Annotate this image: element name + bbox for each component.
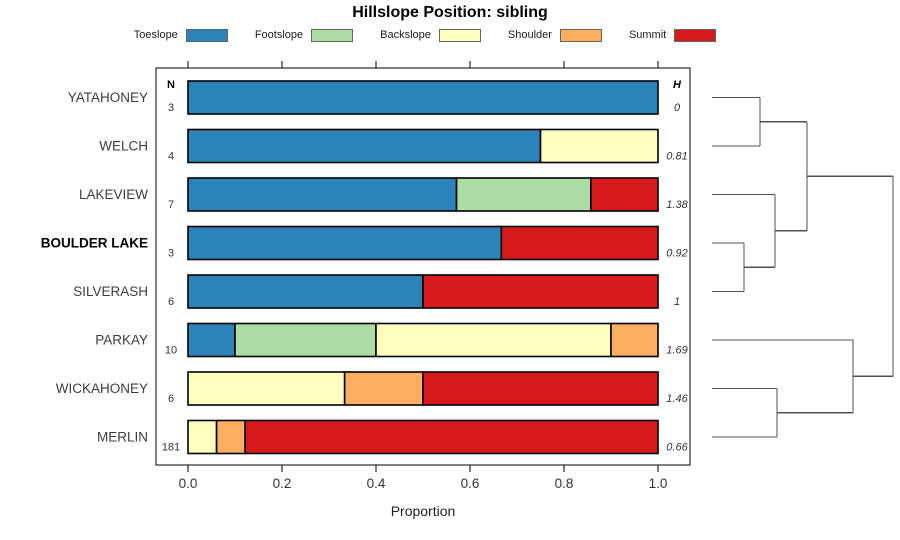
chart-title: Hillslope Position: sibling (352, 4, 548, 21)
n-value: 10 (165, 345, 177, 357)
bar-segment-footslope (234, 322, 377, 358)
legend-swatch (674, 28, 717, 42)
legend-label: Toeslope (133, 29, 178, 41)
bar-segment-backslope (187, 419, 218, 455)
y-axis-label: WELCH (99, 139, 148, 154)
legend-item-footslope: Footslope (254, 28, 354, 42)
legend-label: Summit (628, 29, 667, 41)
bar-segment-toeslope (187, 177, 458, 212)
h-value: 0 (674, 102, 681, 114)
bar-segment-shoulder (343, 371, 424, 406)
n-value: 6 (168, 296, 174, 308)
h-value: 1.46 (666, 393, 688, 405)
y-axis-label: PARKAY (95, 333, 148, 348)
legend: Toeslope Footslope Backslope Shoulder Summit (0, 27, 850, 43)
legend-item-backslope: Backslope (380, 28, 481, 42)
legend-label: Backslope (380, 29, 431, 41)
n-value: 3 (168, 102, 174, 114)
bar-segment-summit (422, 274, 659, 309)
x-axis-tick-label: 0.4 (367, 476, 386, 491)
legend-swatch (438, 28, 481, 42)
bar-segment-backslope (187, 371, 346, 406)
bar-segment-shoulder (610, 322, 659, 358)
legend-label: Footslope (254, 29, 304, 41)
h-column-header: H (673, 79, 682, 91)
legend-item-toeslope: Toeslope (134, 28, 228, 42)
bar-segment-toeslope (187, 80, 659, 115)
x-axis-title: Proportion (391, 503, 456, 519)
bar-segment-footslope (455, 177, 592, 212)
h-value: 0.81 (666, 151, 687, 163)
y-axis-label: LAKEVIEW (79, 187, 148, 202)
y-axis-label: YATAHONEY (68, 90, 148, 105)
y-axis-label: SILVERASH (73, 284, 148, 299)
bar-segment-toeslope (187, 128, 542, 164)
bar-segment-backslope (539, 128, 659, 164)
x-axis-tick-label: 0.6 (461, 476, 480, 491)
x-axis-tick-label: 1.0 (649, 476, 668, 491)
n-value: 6 (168, 393, 174, 405)
bar-segment-summit (244, 419, 659, 455)
x-axis-tick-label: 0.8 (555, 476, 574, 491)
n-column-header: N (167, 79, 175, 91)
x-axis-tick-label: 0.0 (179, 476, 198, 491)
legend-swatch (559, 28, 602, 42)
legend-swatch (311, 28, 354, 42)
y-axis-label: WICKAHONEY (56, 381, 148, 396)
legend-item-shoulder: Shoulder (508, 28, 602, 42)
bar-segment-summit (590, 177, 659, 212)
legend-swatch (185, 28, 228, 42)
h-value: 1.69 (666, 345, 687, 357)
bar-segment-backslope (375, 322, 612, 358)
bar-segment-toeslope (187, 322, 236, 358)
x-axis-tick-label: 0.2 (273, 476, 292, 491)
y-axis-label: MERLIN (97, 430, 148, 445)
n-value: 7 (168, 199, 174, 211)
bar-segment-summit (422, 371, 659, 406)
legend-label: Shoulder (507, 29, 552, 41)
n-value: 3 (168, 248, 174, 260)
y-axis-label: BOULDER LAKE (41, 236, 148, 251)
n-value: 181 (162, 442, 180, 454)
h-value: 0.66 (666, 442, 688, 454)
h-value: 0.92 (666, 248, 687, 260)
bar-segment-toeslope (187, 225, 503, 261)
h-value: 1.38 (666, 199, 688, 211)
h-value: 1 (674, 296, 680, 308)
n-value: 4 (168, 151, 174, 163)
bar-segment-summit (500, 225, 659, 261)
legend-item-summit: Summit (628, 28, 717, 42)
bar-segment-shoulder (215, 419, 246, 455)
plot-frame (155, 67, 691, 466)
bar-segment-toeslope (187, 274, 424, 309)
